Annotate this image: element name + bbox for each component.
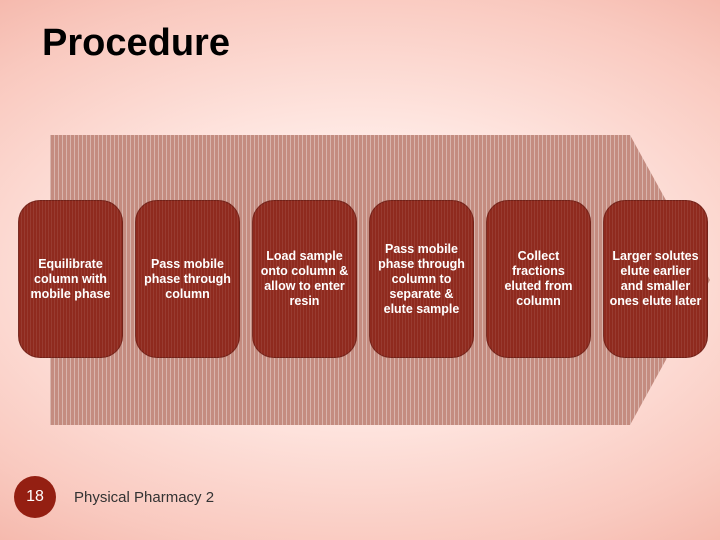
footer-text: Physical Pharmacy 2 <box>74 489 214 506</box>
slide-number-badge: 18 <box>14 476 56 518</box>
slide-footer: 18 Physical Pharmacy 2 <box>0 476 214 518</box>
step-box: Collect fractions eluted from column <box>486 200 591 358</box>
step-box: Pass mobile phase through column <box>135 200 240 358</box>
step-box: Pass mobile phase through column to sepa… <box>369 200 474 358</box>
step-box: Load sample onto column & allow to enter… <box>252 200 357 358</box>
process-steps: Equilibrate column with mobile phase Pas… <box>18 200 710 358</box>
step-box: Larger solutes elute earlier and smaller… <box>603 200 708 358</box>
step-box: Equilibrate column with mobile phase <box>18 200 123 358</box>
slide-title: Procedure <box>42 22 230 65</box>
